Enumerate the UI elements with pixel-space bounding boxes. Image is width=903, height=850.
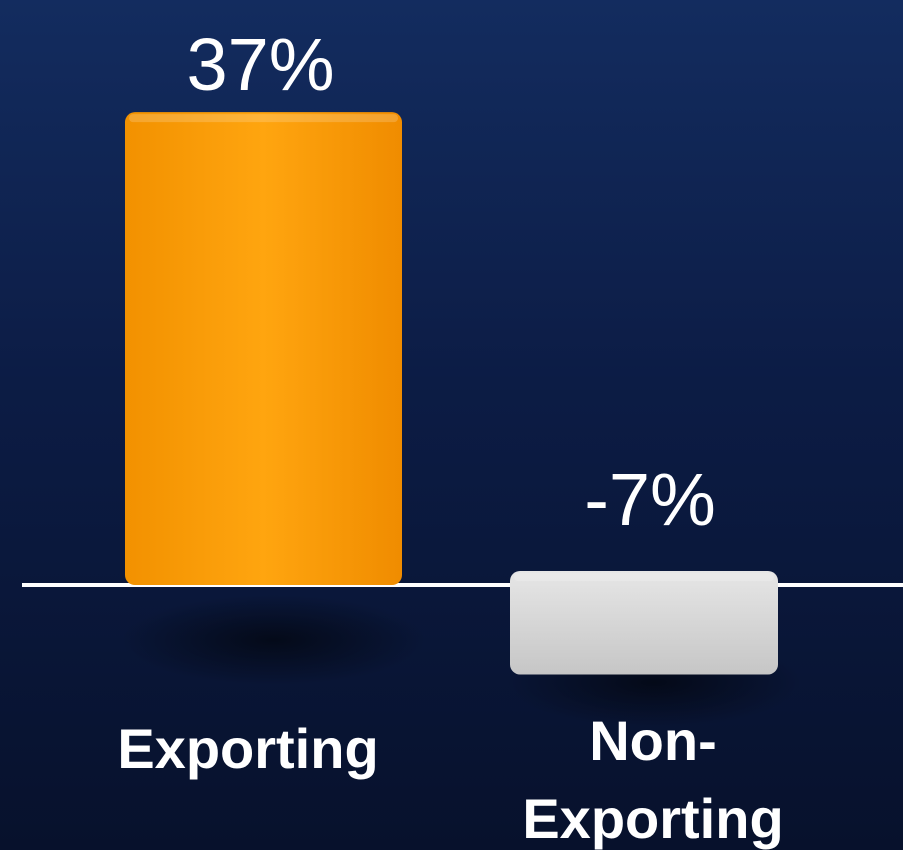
bar-exporting-highlight	[129, 114, 398, 123]
bar-exporting-shadow	[121, 595, 426, 685]
category-labels: Exporting Non- Exporting	[117, 709, 783, 850]
bar-non-exporting	[510, 571, 778, 675]
bar-non-exporting-highlight	[514, 573, 774, 581]
category-label-exporting-line-1: Exporting	[117, 717, 378, 780]
value-labels: 37% -7%	[186, 23, 715, 541]
category-label-non-exporting-line-2: Exporting	[522, 787, 783, 850]
value-label-non-exporting: -7%	[584, 458, 716, 541]
bar-exporting	[125, 112, 402, 585]
category-label-non-exporting-line-1: Non-	[589, 709, 717, 772]
bars	[125, 112, 778, 675]
value-label-exporting: 37%	[186, 23, 334, 106]
